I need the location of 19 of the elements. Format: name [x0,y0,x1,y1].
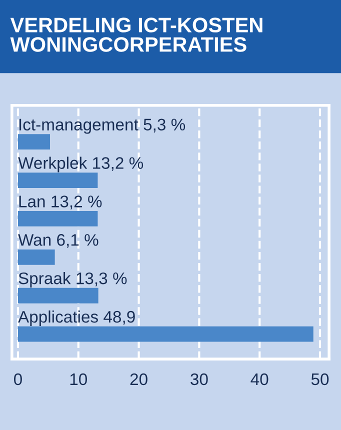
bar [18,288,98,304]
bar [18,172,98,188]
category-label: Applicaties 48,9 [18,310,135,326]
x-tick-label: 20 [130,373,148,386]
x-tick-label: 30 [190,373,208,386]
bar [18,134,50,150]
category-label: Werkplek 13,2 % [18,156,144,172]
category-label: Ict-management 5,3 % [20,118,186,134]
bar [18,326,314,342]
category-label: Spraak 13,3 % [18,272,127,288]
category-label: Lan 13,2 % [19,196,102,210]
chart-title: VERDELING ICT-KOSTEN WONINGCORPERATIES [10,18,262,52]
x-tick-label: 50 [311,373,329,386]
x-tick-label: 0 [14,373,22,386]
category-label: Wan 6,1 % [18,234,98,248]
x-tick-label: 40 [250,373,268,386]
bar [18,250,55,265]
bar [18,211,98,226]
x-tick-label: 10 [70,373,87,386]
